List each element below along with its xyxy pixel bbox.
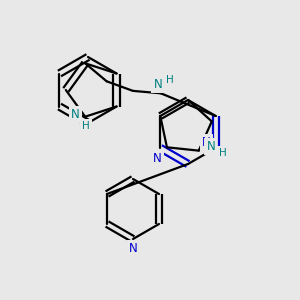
Text: N: N — [206, 140, 215, 153]
Text: H: H — [166, 75, 174, 85]
Text: H: H — [219, 148, 226, 158]
Text: N: N — [202, 136, 211, 149]
Text: N: N — [153, 152, 162, 164]
Text: N: N — [129, 242, 137, 256]
Text: N: N — [71, 108, 80, 121]
Text: H: H — [82, 121, 90, 131]
Text: N: N — [154, 78, 162, 91]
